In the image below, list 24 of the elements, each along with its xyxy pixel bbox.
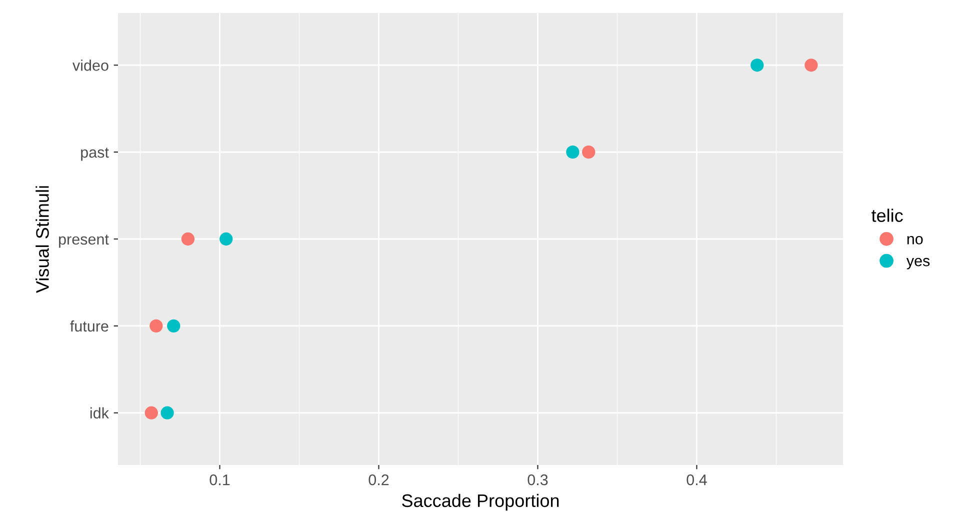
x-axis-title: Saccade Proportion — [402, 494, 559, 511]
x-tick-label: 0.4 — [686, 474, 707, 486]
y-tick-label: present — [59, 234, 109, 248]
point — [160, 406, 174, 420]
point — [220, 232, 233, 246]
legend-label: no — [907, 236, 923, 244]
x-tick-label: 0.2 — [368, 474, 389, 486]
y-tick-label: future — [70, 320, 108, 332]
x-tick-label: 0.1 — [210, 474, 230, 486]
point — [582, 145, 596, 159]
point — [750, 58, 764, 72]
point — [181, 232, 195, 246]
y-tick-label: idk — [90, 407, 109, 419]
y-tick-label: past — [81, 148, 109, 161]
legend-label: yes — [906, 258, 930, 270]
point — [144, 406, 158, 420]
point — [150, 319, 163, 333]
point — [566, 145, 580, 159]
y-tick-label: video — [72, 60, 108, 71]
y-axis-title: Visual Stimuli — [36, 186, 49, 293]
x-tick-label: 0.3 — [528, 474, 548, 486]
legend-title: telic — [872, 208, 903, 222]
point — [804, 58, 818, 72]
point — [167, 319, 180, 333]
